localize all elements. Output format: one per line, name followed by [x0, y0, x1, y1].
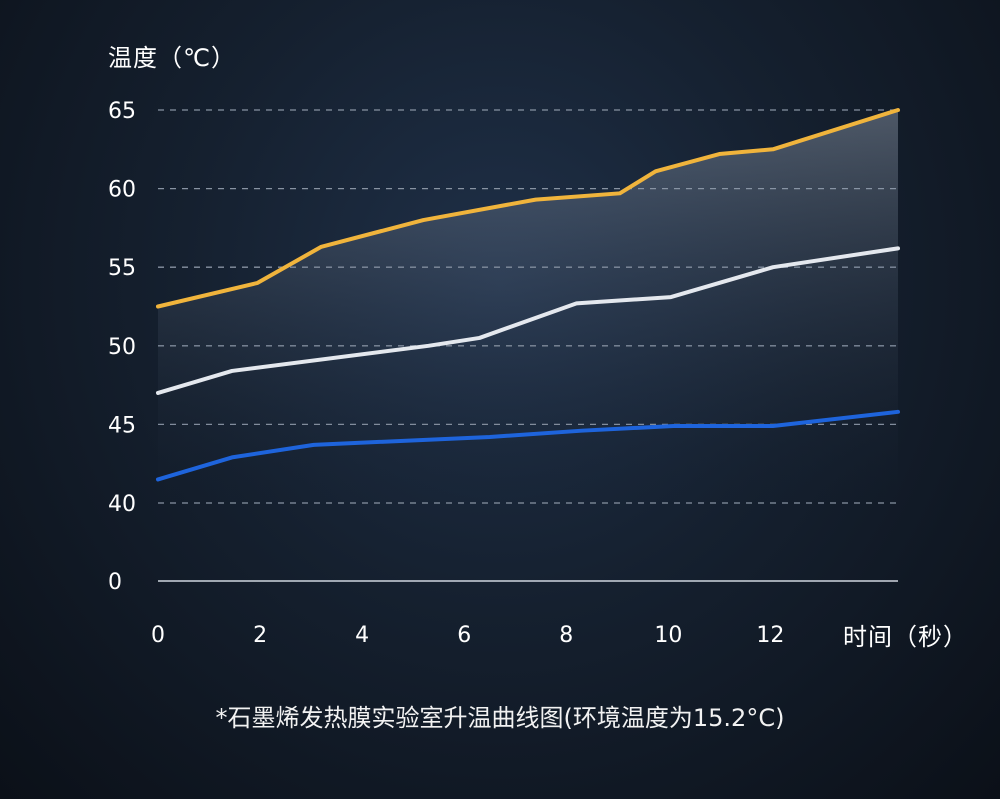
x-tick-12: 12 — [756, 623, 784, 648]
chart-caption: *石墨烯发热膜实验室升温曲线图(环境温度为15.2°C) — [215, 704, 785, 732]
series-line-2 — [156, 246, 900, 395]
area-under-top-series — [158, 110, 898, 503]
area-fill — [158, 110, 898, 503]
y-tick-40: 40 — [108, 492, 136, 517]
series-line-3 — [156, 409, 900, 482]
y-tick-0: 0 — [108, 570, 122, 595]
x-tick-0: 0 — [151, 623, 165, 648]
x-tick-6: 6 — [457, 623, 471, 648]
y-tick-45: 45 — [108, 413, 136, 438]
x-tick-10: 10 — [654, 623, 682, 648]
y-tick-50: 50 — [108, 335, 136, 360]
y-tick-55: 55 — [108, 256, 136, 281]
y-axis-title: 温度（℃） — [108, 44, 236, 72]
x-tick-labels: 0 2 4 6 8 10 12 — [151, 623, 784, 648]
x-tick-4: 4 — [355, 623, 369, 648]
y-tick-60: 60 — [108, 178, 136, 203]
x-tick-2: 2 — [253, 623, 267, 648]
series-line-1 — [156, 108, 900, 309]
x-tick-8: 8 — [559, 623, 573, 648]
x-axis-title: 时间（秒） — [843, 623, 968, 651]
y-tick-labels: 65 60 55 50 45 40 0 — [108, 99, 136, 595]
series-lines — [156, 108, 900, 482]
y-tick-65: 65 — [108, 99, 136, 124]
